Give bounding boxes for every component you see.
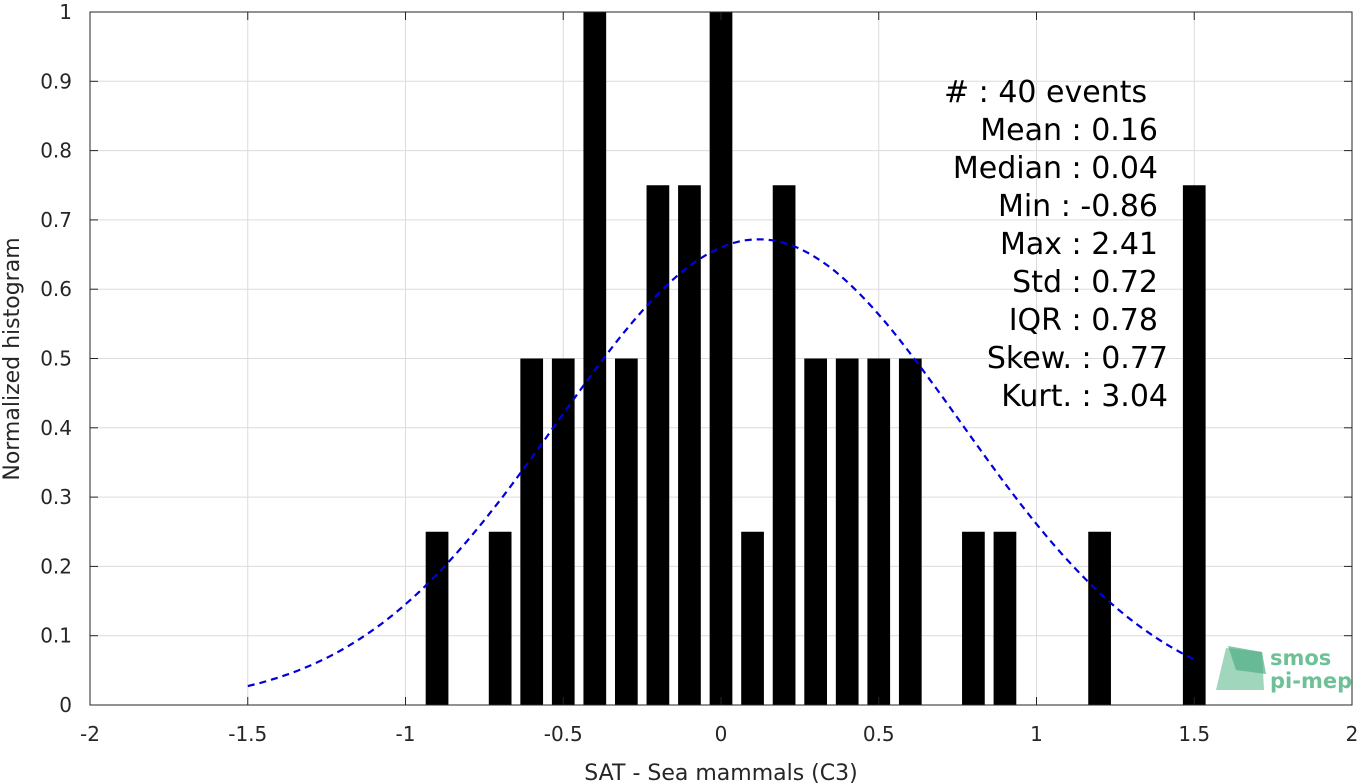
y-tick-label-6: 0.6 [40,277,72,301]
histogram-bar-13 [867,358,891,705]
x-tick-label-8: 2 [1346,722,1359,746]
histogram-bar-8 [709,12,733,705]
stat-line-1: Mean : 0.16 [980,113,1158,148]
y-tick-label-2: 0.2 [40,554,72,578]
x-tick-label-5: 0.5 [863,722,895,746]
x-axis-label: SAT - Sea mammals (C3) [584,761,857,784]
gaussian-fit-curve [247,238,1195,688]
histogram-bar-4 [583,12,607,705]
y-axis-label: Normalized histogram [0,237,25,480]
axis-ticks [89,11,1353,706]
histogram-bar-9 [741,531,764,705]
stat-line-6: IQR : 0.78 [1009,303,1158,338]
y-tick-label-0: 0 [59,693,72,717]
x-tick-label-0: -2 [80,722,100,746]
histogram-bar-16 [993,531,1017,705]
y-tick-labels: 0 0.1 0.2 0.3 0.4 0.5 0.6 0.7 0.8 0.9 1 [40,0,72,717]
histogram-bar-2 [520,358,544,705]
x-tick-label-7: 1.5 [1178,722,1210,746]
y-tick-label-10: 1 [59,0,72,24]
x-tick-label-3: -0.5 [544,722,583,746]
histogram-bar-1 [488,531,512,705]
stat-line-3: Min : -0.86 [998,189,1158,224]
histogram-bar-5 [614,358,638,705]
logo-wave-shade [1228,646,1266,674]
x-tick-label-4: 0 [715,722,728,746]
x-tick-labels: -2 -1.5 -1 -0.5 0 0.5 1 1.5 2 [80,722,1358,746]
histogram-bar-10 [772,185,796,705]
stat-line-0: # : 40 events [944,75,1147,110]
y-tick-label-5: 0.5 [40,347,72,371]
histogram-bar-17 [1088,531,1111,705]
histogram-bar-11 [804,358,828,705]
histogram-bar-12 [835,358,859,705]
histogram-bar-15 [962,531,985,705]
histogram-bar-0 [425,531,449,705]
stat-line-2: Median : 0.04 [953,151,1158,186]
smos-pimep-logo: smos pi-mep [1216,646,1352,693]
x-tick-label-1: -1.5 [228,722,267,746]
stat-line-7: Skew. : 0.77 [987,341,1168,376]
histogram-bar-7 [678,185,701,705]
stat-line-5: Std : 0.72 [1012,265,1158,300]
histogram-bar-18 [1182,185,1206,705]
stat-line-8: Kurt. : 3.04 [1001,379,1168,414]
x-tick-label-6: 1 [1030,722,1043,746]
y-tick-label-9: 0.9 [40,69,72,93]
y-tick-label-8: 0.8 [40,139,72,163]
y-tick-label-4: 0.4 [40,416,72,440]
histogram-bar-14 [898,358,922,705]
logo-text-pimep: pi-mep [1270,669,1352,693]
histogram-bars [425,12,1206,705]
histogram-bar-6 [646,185,670,705]
y-tick-label-1: 0.1 [40,624,72,648]
histogram-bar-3 [551,358,575,705]
x-tick-label-2: -1 [396,722,416,746]
y-tick-label-3: 0.3 [40,485,72,509]
y-tick-label-7: 0.7 [40,208,72,232]
stat-line-4: Max : 2.41 [1000,227,1158,262]
logo-text-smos: smos [1270,646,1331,670]
